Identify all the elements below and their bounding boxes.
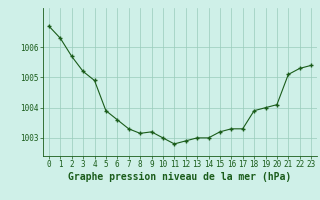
X-axis label: Graphe pression niveau de la mer (hPa): Graphe pression niveau de la mer (hPa): [68, 172, 292, 182]
